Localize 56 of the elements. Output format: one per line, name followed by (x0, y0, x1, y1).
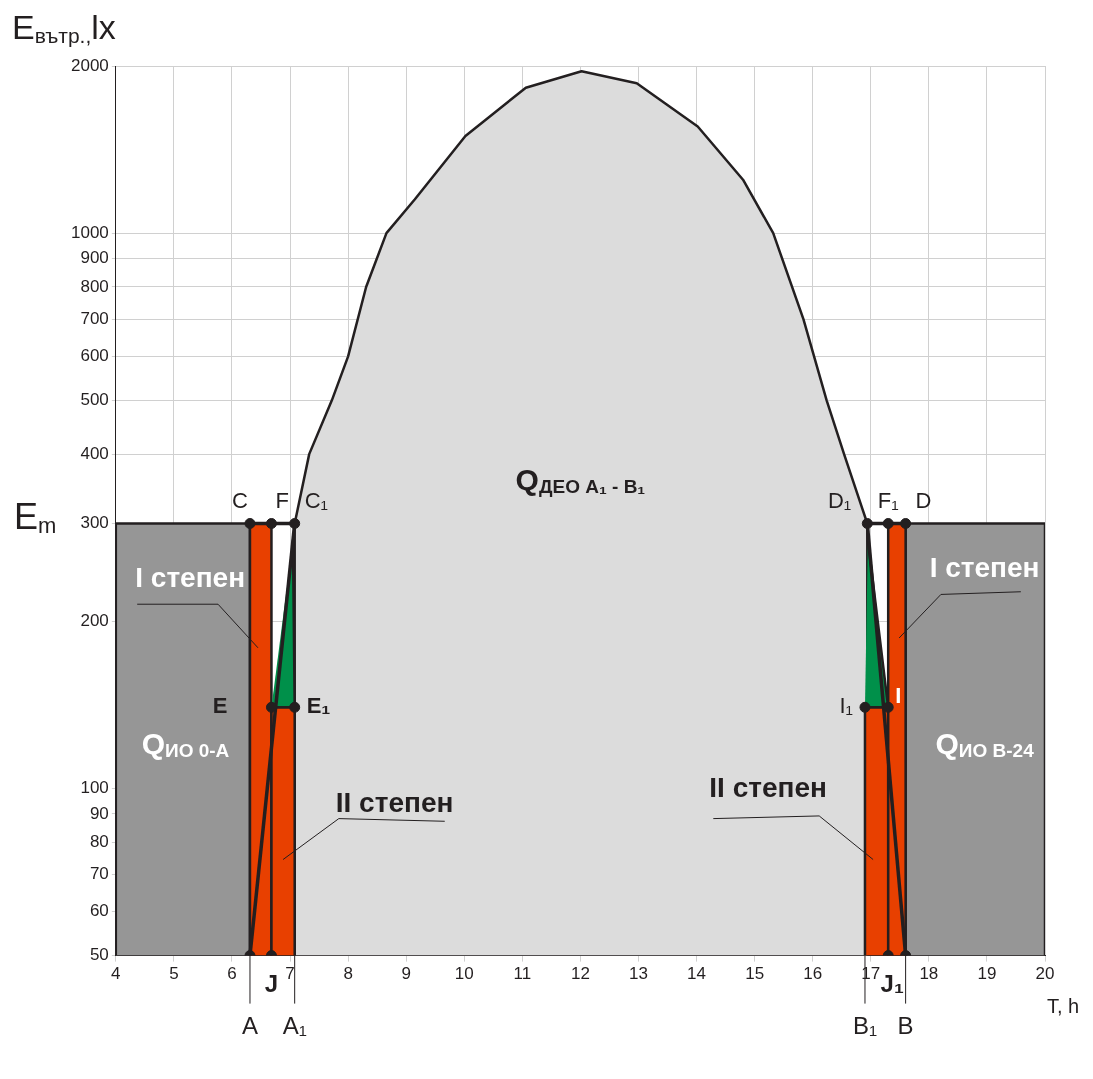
x-tick-label: 5 (169, 964, 179, 984)
y-tick-label: 70 (89, 864, 109, 884)
y-tick-label: 90 (89, 803, 109, 823)
annotation: II степен (335, 787, 454, 819)
annotation: E (212, 693, 228, 719)
annotation: D₁ (827, 487, 852, 513)
annotation: F (275, 487, 289, 513)
y-tick-label: 50 (89, 945, 109, 965)
x-axis-title: T, h (1047, 995, 1080, 1018)
x-tick-label: 11 (513, 964, 532, 984)
annotation: F₁ (877, 487, 899, 513)
y-tick-label: 200 (80, 610, 109, 630)
y-axis-title: Eвътр.,lx (12, 8, 116, 47)
x-tick-label: 6 (227, 964, 237, 984)
annotation: I (895, 683, 902, 709)
y-tick-label: 1000 (70, 222, 109, 242)
y-tick-label: 300 (80, 513, 109, 533)
annotation: I₁ (839, 693, 853, 719)
annotation: I степен (929, 552, 1040, 584)
x-tick-label: 15 (745, 964, 765, 984)
x-tick-label: 10 (454, 964, 474, 984)
annotation: B (897, 1012, 914, 1040)
y-tick-label: 400 (80, 443, 109, 463)
y-tick-label: 80 (89, 831, 109, 851)
x-tick-label: 4 (111, 964, 121, 984)
x-tick-label: 14 (687, 964, 707, 984)
y-tick-label: 60 (89, 901, 109, 921)
x-tick-label: 16 (803, 964, 823, 984)
y-tick-label: 700 (80, 308, 109, 328)
y-tick-label: 500 (80, 390, 109, 409)
annotation: A₁ (282, 1012, 307, 1040)
x-tick-label: 19 (977, 964, 997, 984)
text: Em (14, 496, 57, 538)
y-tick-label: 800 (80, 276, 109, 296)
annotation: D (915, 487, 932, 513)
x-tick-label: 18 (919, 964, 939, 984)
x-tick-label: 8 (343, 964, 353, 984)
annotation: C₁ (304, 487, 328, 513)
annotation: II степен (709, 771, 827, 803)
y-tick-label: 100 (80, 778, 109, 798)
annotation: C (232, 487, 249, 513)
x-tick-label: 12 (570, 964, 590, 984)
y-tick-label: 2000 (70, 55, 109, 75)
annotation: E₁ (306, 693, 331, 719)
annotation: A (241, 1012, 258, 1040)
y-tick-label: 600 (80, 346, 109, 366)
annotation: J₁ (880, 970, 904, 998)
x-tick-label: 13 (629, 964, 648, 984)
annotation: J (264, 970, 279, 998)
x-tick-label: 17 (861, 964, 881, 984)
x-tick-label: 7 (285, 964, 295, 984)
annotation: B₁ (852, 1012, 878, 1040)
annotation: I степен (135, 562, 246, 594)
y-tick-label: 900 (80, 248, 109, 268)
x-tick-label: 20 (1035, 964, 1055, 984)
x-tick-label: 9 (401, 964, 411, 984)
